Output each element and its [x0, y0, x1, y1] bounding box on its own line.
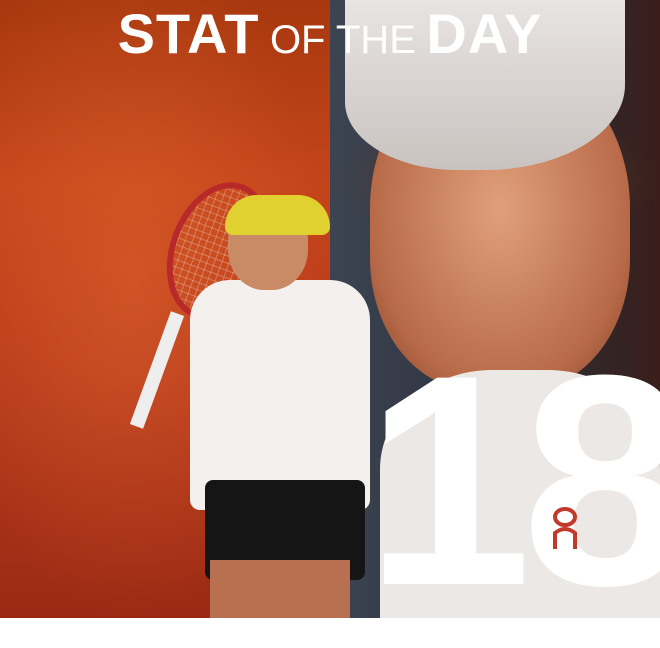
player-action-shirt — [190, 280, 370, 510]
stat-number: 18 — [365, 312, 660, 648]
logo-o-shape — [553, 507, 577, 527]
brand-logo-shirt-icon — [553, 507, 577, 549]
player-legs — [210, 560, 350, 618]
player-visor — [225, 195, 330, 235]
headline-of-the: OF THE — [269, 18, 416, 62]
headline: STAT OF THE DAY — [0, 2, 660, 81]
logo-n-shape — [553, 527, 577, 549]
headline-day: DAY — [426, 2, 543, 65]
player-cap — [345, 0, 625, 170]
player-closeup-shirt — [380, 370, 660, 618]
headline-stat: STAT — [117, 2, 260, 65]
